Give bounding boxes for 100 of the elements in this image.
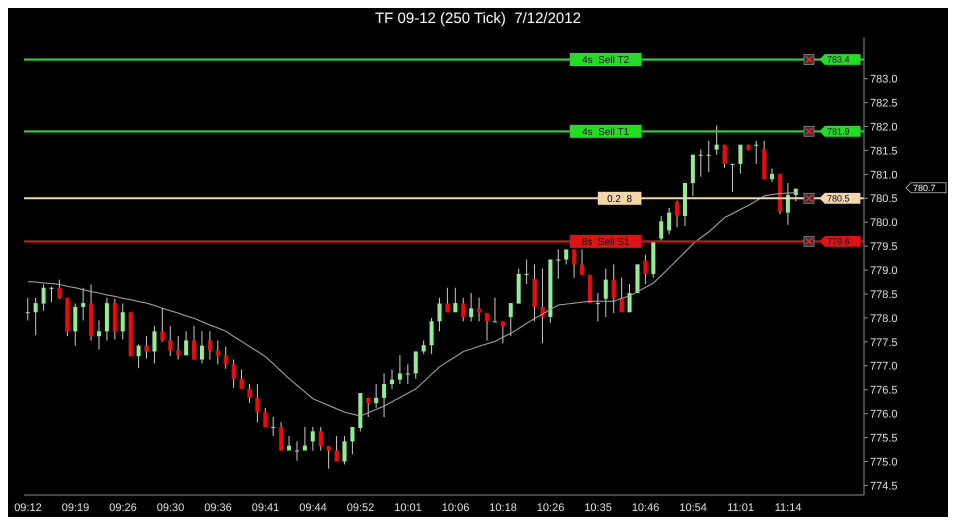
candlestick <box>216 340 220 365</box>
candlestick <box>453 287 458 313</box>
candlestick <box>366 397 370 418</box>
candlestick <box>302 426 307 451</box>
y-tick-label: 780.5 <box>870 193 898 206</box>
x-tick-label: 09:36 <box>204 502 232 514</box>
annotation: 8s Sell S1 <box>582 236 630 248</box>
candlestick <box>34 297 38 336</box>
candlestick <box>168 326 172 357</box>
candlestick <box>500 320 505 344</box>
candlestick <box>247 383 252 404</box>
candlestick <box>271 416 276 437</box>
annotation: 0.2 8 <box>607 194 633 205</box>
candlestick <box>437 297 442 332</box>
x-tick-label: 10:46 <box>632 502 660 514</box>
y-tick-label: 777.0 <box>870 360 898 373</box>
y-tick-label: 776.0 <box>870 408 898 421</box>
candlestick <box>390 369 394 390</box>
candlestick <box>612 264 616 314</box>
candlestick <box>120 303 125 340</box>
x-tick-label: 09:12 <box>14 502 42 514</box>
annotation: 4s Sell T1 <box>582 126 630 138</box>
y-tick-label: 777.5 <box>870 336 898 349</box>
candlestick <box>255 383 260 423</box>
candlestick <box>714 125 719 156</box>
candlestick <box>326 446 331 470</box>
candlestick <box>374 383 378 408</box>
candlestick <box>469 292 474 322</box>
candlestick <box>318 426 323 451</box>
candlestick <box>485 312 490 341</box>
ref-line-label: 783.4 <box>827 54 850 65</box>
candlestick <box>287 436 292 451</box>
y-tick-label: 782.5 <box>870 98 898 110</box>
candlestick <box>152 326 156 364</box>
y-tick-label: 780.0 <box>870 217 898 230</box>
x-tick-label: 10:35 <box>584 502 612 514</box>
candlestick <box>160 308 164 342</box>
y-tick-label: 783.0 <box>870 74 898 86</box>
candlestick <box>477 297 482 322</box>
y-tick-label: 778.5 <box>870 288 898 301</box>
candlestick <box>334 436 339 462</box>
candlestick <box>144 336 149 360</box>
y-tick-label: 778.0 <box>870 312 898 325</box>
candlestick <box>722 144 727 168</box>
x-tick-label: 10:54 <box>679 502 707 514</box>
x-tick-label: 09:44 <box>299 502 327 514</box>
y-tick-label: 781.0 <box>870 169 898 182</box>
x-tick-label: 11:14 <box>774 502 802 514</box>
candlestick <box>342 436 346 465</box>
candlestick <box>430 317 434 354</box>
ref-line-label: 779.6 <box>827 236 850 247</box>
x-tick-label: 09:52 <box>346 502 374 514</box>
x-tick-label: 09:26 <box>109 502 137 514</box>
candlestick <box>572 249 576 278</box>
candlestick <box>508 302 513 337</box>
x-tick-label: 10:06 <box>442 502 470 514</box>
candlestick <box>754 140 758 164</box>
text: 780.7 <box>913 182 936 193</box>
candlestick <box>97 320 102 350</box>
candlestick <box>524 259 529 284</box>
x-tick-label: 09:19 <box>62 502 90 514</box>
candlestick <box>580 249 584 276</box>
candlestick <box>730 163 734 193</box>
candlestick <box>26 297 30 321</box>
candlestick <box>604 268 608 318</box>
candlestick <box>176 336 180 360</box>
ref-line-label: 781.9 <box>827 126 850 137</box>
candlestick <box>263 407 268 428</box>
candlestick <box>224 346 228 370</box>
candlestick <box>738 144 742 174</box>
candlestick <box>382 372 386 418</box>
candlestick <box>596 292 600 322</box>
x-tick-label: 10:01 <box>394 502 422 514</box>
x-tick-label: 11:01 <box>727 502 754 514</box>
candlestick <box>81 287 86 321</box>
y-tick-label: 781.5 <box>870 145 898 158</box>
candlestick <box>794 188 798 202</box>
candlestick <box>564 249 568 265</box>
ref-line-label: 780.5 <box>827 194 850 204</box>
candlestick <box>706 140 711 172</box>
x-tick-label: 09:41 <box>252 502 280 514</box>
candlestick <box>445 287 450 313</box>
candlestick <box>675 200 680 228</box>
candlestick <box>667 207 672 235</box>
annotation: 4s Sell T2 <box>582 55 630 66</box>
candlestick <box>279 422 284 451</box>
candlestick <box>240 369 244 390</box>
candlestick <box>184 330 188 356</box>
candlestick <box>770 168 774 183</box>
candlestick <box>294 440 299 462</box>
candlestick <box>208 330 212 360</box>
candlestick <box>192 326 196 360</box>
candlestick <box>414 350 418 380</box>
y-tick-label: 779.5 <box>870 241 898 254</box>
y-tick-label: 774.5 <box>870 480 898 492</box>
candlestick <box>406 364 410 384</box>
y-tick-label: 782.0 <box>870 121 898 134</box>
candlestick <box>350 426 354 455</box>
candlestick <box>461 297 466 322</box>
candlestick <box>57 279 62 300</box>
